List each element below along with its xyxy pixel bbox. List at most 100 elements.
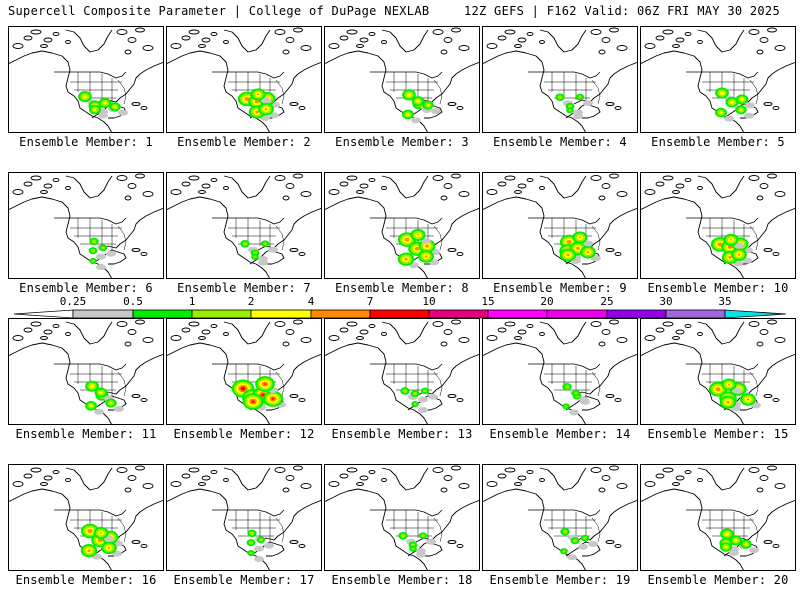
- ensemble-member-map: [482, 464, 638, 571]
- colorbar-segment: [487, 309, 548, 319]
- colorbar-segment: [250, 309, 312, 319]
- ensemble-member-label: Ensemble Member: 9: [493, 281, 627, 295]
- model-run-info: 12Z GEFS | F162 Valid: 06Z FRI MAY 30 20…: [463, 4, 780, 18]
- ensemble-member-label: Ensemble Member: 12: [173, 427, 315, 441]
- colorbar-segment: [724, 309, 787, 319]
- ensemble-member-label: Ensemble Member: 8: [335, 281, 469, 295]
- colorbar-segment: [428, 309, 489, 319]
- scp-contours: [562, 383, 590, 416]
- ensemble-member-map: [166, 318, 322, 425]
- map-svg: [324, 464, 480, 571]
- map-svg: [640, 318, 796, 425]
- map-svg: [8, 318, 164, 425]
- ensemble-member-map: [8, 172, 164, 279]
- ensemble-member-label: Ensemble Member: 13: [331, 427, 473, 441]
- ensemble-member-map: [482, 172, 638, 279]
- ensemble-member-map: [640, 464, 796, 571]
- ensemble-member-map: [324, 26, 480, 133]
- colorbar-tick-label: 4: [307, 295, 315, 308]
- map-svg: [482, 318, 638, 425]
- scp-contours: [80, 523, 123, 560]
- ensemble-member-map: [640, 172, 796, 279]
- ensemble-member-label: Ensemble Member: 7: [177, 281, 311, 295]
- ensemble-member-map: [8, 318, 164, 425]
- map-title: Supercell Composite Parameter | College …: [8, 4, 430, 18]
- colorbar-tick-label: 0.25: [59, 295, 87, 308]
- colorbar-segment: [191, 309, 252, 319]
- ensemble-member-map: [324, 464, 480, 571]
- scp-contours: [402, 89, 441, 124]
- scp-contours: [710, 233, 753, 267]
- scp-contours: [555, 93, 593, 120]
- ensemble-member-label: Ensemble Member: 20: [647, 573, 789, 587]
- map-svg: [640, 464, 796, 571]
- ensemble-member-label: Ensemble Member: 6: [19, 281, 153, 295]
- ensemble-member-label: Ensemble Member: 15: [647, 427, 789, 441]
- map-svg: [166, 318, 322, 425]
- map-svg: [482, 464, 638, 571]
- colorbar-segment: [665, 309, 726, 319]
- ensemble-member-label: Ensemble Member: 18: [331, 573, 473, 587]
- colorbar-segment: [606, 309, 667, 319]
- scp-contours: [400, 387, 438, 413]
- colorbar-tick-label: 2: [247, 295, 255, 308]
- colorbar: [13, 309, 787, 319]
- scp-contours: [719, 528, 759, 556]
- map-svg: [324, 26, 480, 133]
- map-svg: [324, 172, 480, 279]
- scp-contours: [715, 87, 755, 122]
- colorbar-segment: [13, 309, 74, 319]
- colorbar-tick-label: 20: [540, 295, 554, 308]
- map-svg: [640, 26, 796, 133]
- ensemble-member-map: [640, 26, 796, 133]
- scp-contours: [231, 376, 286, 411]
- colorbar-segment: [310, 309, 371, 319]
- colorbar-segment: [546, 309, 608, 319]
- map-svg: [166, 172, 322, 279]
- ensemble-member-map: [166, 172, 322, 279]
- colorbar-segment: [132, 309, 193, 319]
- scp-contours: [708, 378, 761, 412]
- map-svg: [8, 26, 164, 133]
- scp-contours: [237, 88, 280, 121]
- ensemble-member-label: Ensemble Member: 17: [173, 573, 315, 587]
- ensemble-member-map: [324, 172, 480, 279]
- map-svg: [8, 464, 164, 571]
- colorbar-tick-label: 1: [188, 295, 196, 308]
- ensemble-member-map: [166, 464, 322, 571]
- ensemble-member-label: Ensemble Member: 19: [489, 573, 631, 587]
- ensemble-member-label: Ensemble Member: 16: [15, 573, 157, 587]
- ensemble-member-label: Ensemble Member: 1: [19, 135, 153, 149]
- colorbar-tick-label: 30: [659, 295, 673, 308]
- ensemble-member-label: Ensemble Member: 2: [177, 135, 311, 149]
- scp-contours: [398, 532, 436, 558]
- scp-contours: [240, 240, 278, 266]
- ensemble-member-map: [482, 318, 638, 425]
- colorbar-tick-label: 35: [718, 295, 732, 308]
- colorbar-segment: [369, 309, 430, 319]
- ensemble-member-map: [8, 26, 164, 133]
- scp-contours: [246, 529, 274, 562]
- scp-contours: [85, 380, 124, 415]
- map-svg: [324, 318, 480, 425]
- scp-contours: [78, 91, 128, 119]
- colorbar-tick-label: 10: [422, 295, 436, 308]
- colorbar-segment: [72, 309, 134, 319]
- ensemble-member-map: [482, 26, 638, 133]
- ensemble-member-label: Ensemble Member: 4: [493, 135, 627, 149]
- colorbar-tick-label: 7: [366, 295, 374, 308]
- ensemble-member-map: [166, 26, 322, 133]
- colorbar-tick-label: 0.5: [123, 295, 143, 308]
- ensemble-member-map: [8, 464, 164, 571]
- colorbar-tick-label: 15: [481, 295, 495, 308]
- ensemble-member-label: Ensemble Member: 5: [651, 135, 785, 149]
- colorbar-tick-label: 25: [600, 295, 614, 308]
- scp-contours: [560, 527, 598, 561]
- ensemble-member-label: Ensemble Member: 10: [647, 281, 789, 295]
- map-svg: [482, 26, 638, 133]
- map-svg: [166, 26, 322, 133]
- map-svg: [482, 172, 638, 279]
- ensemble-member-label: Ensemble Member: 14: [489, 427, 631, 441]
- ensemble-member-map: [324, 318, 480, 425]
- ensemble-member-label: Ensemble Member: 3: [335, 135, 469, 149]
